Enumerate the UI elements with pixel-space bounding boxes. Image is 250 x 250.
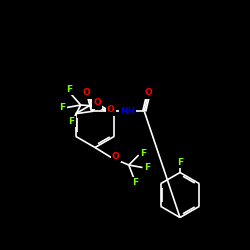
Text: F: F bbox=[177, 158, 183, 167]
Text: O: O bbox=[145, 88, 153, 98]
Text: F: F bbox=[68, 117, 74, 126]
Text: O: O bbox=[112, 152, 120, 161]
Text: F: F bbox=[60, 103, 66, 112]
Text: F: F bbox=[132, 178, 138, 187]
Text: NH: NH bbox=[120, 107, 135, 116]
Text: F: F bbox=[66, 85, 72, 94]
Text: F: F bbox=[144, 163, 150, 172]
Text: O: O bbox=[93, 98, 101, 108]
Text: F: F bbox=[140, 148, 146, 158]
Text: O: O bbox=[83, 88, 91, 98]
Text: O: O bbox=[107, 106, 115, 114]
